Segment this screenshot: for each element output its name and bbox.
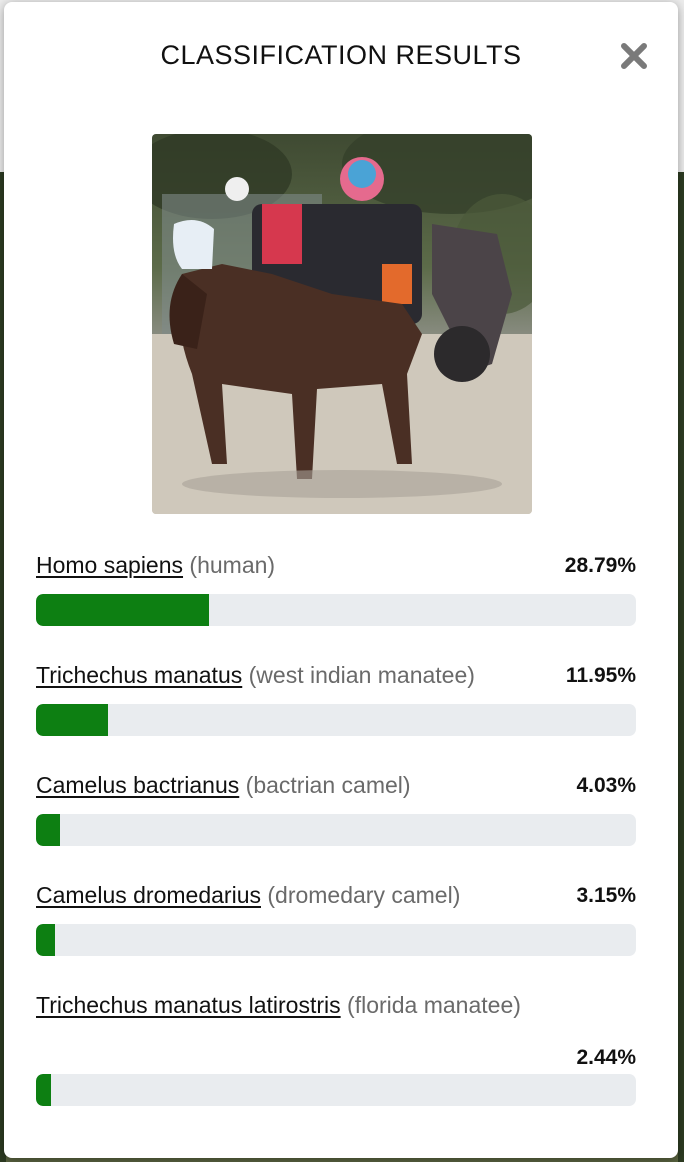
result-percent: 2.44% <box>576 1046 636 1069</box>
result-percent: 28.79% <box>564 554 636 577</box>
scientific-name-link[interactable]: Camelus dromedarius <box>36 882 261 908</box>
result-item: Trichechus manatus (west indian manatee)… <box>36 660 636 770</box>
scientific-name-link[interactable]: Trichechus manatus latirostris <box>36 992 341 1018</box>
common-name: (human) <box>189 552 276 578</box>
confidence-bar <box>36 594 636 626</box>
scientific-name-link[interactable]: Homo sapiens <box>36 552 184 578</box>
result-percent: 4.03% <box>576 774 636 797</box>
common-name: (west indian manatee) <box>248 662 475 688</box>
result-percent: 3.15% <box>576 884 636 907</box>
common-name: (bactrian camel) <box>245 772 411 798</box>
result-name: Camelus dromedarius (dromedary camel) <box>36 880 556 910</box>
results-list: Homo sapiens (human) 28.79% Trichechus m… <box>36 550 636 1140</box>
modal-title: CLASSIFICATION RESULTS <box>160 40 522 70</box>
confidence-bar <box>36 924 636 956</box>
confidence-bar-fill <box>36 704 108 736</box>
result-item: Camelus dromedarius (dromedary camel) 3.… <box>36 880 636 990</box>
result-name: Camelus bactrianus (bactrian camel) <box>36 770 556 800</box>
scientific-name-link[interactable]: Trichechus manatus <box>36 662 243 688</box>
common-name: (florida manatee) <box>347 992 521 1018</box>
result-item: Camelus bactrianus (bactrian camel) 4.03… <box>36 770 636 880</box>
confidence-bar <box>36 704 636 736</box>
result-percent: 11.95% <box>565 664 636 687</box>
close-button[interactable] <box>618 40 650 72</box>
photo-image <box>152 134 532 514</box>
scientific-name-link[interactable]: Camelus bactrianus <box>36 772 240 798</box>
confidence-bar-fill <box>36 814 61 846</box>
result-item: Homo sapiens (human) 28.79% <box>36 550 636 660</box>
result-item: Trichechus manatus latirostris (florida … <box>36 990 636 1140</box>
confidence-bar-fill <box>36 594 209 626</box>
confidence-bar-fill <box>36 1074 51 1106</box>
confidence-bar <box>36 814 636 846</box>
common-name: (dromedary camel) <box>267 882 461 908</box>
confidence-bar <box>36 1074 636 1106</box>
result-name: Homo sapiens (human) <box>36 550 556 580</box>
result-name: Trichechus manatus latirostris (florida … <box>36 990 556 1020</box>
classification-modal: CLASSIFICATION RESULTS <box>4 2 678 1158</box>
classified-photo <box>152 134 532 514</box>
close-icon <box>621 43 647 69</box>
result-name: Trichechus manatus (west indian manatee) <box>36 660 556 690</box>
confidence-bar-fill <box>36 924 55 956</box>
